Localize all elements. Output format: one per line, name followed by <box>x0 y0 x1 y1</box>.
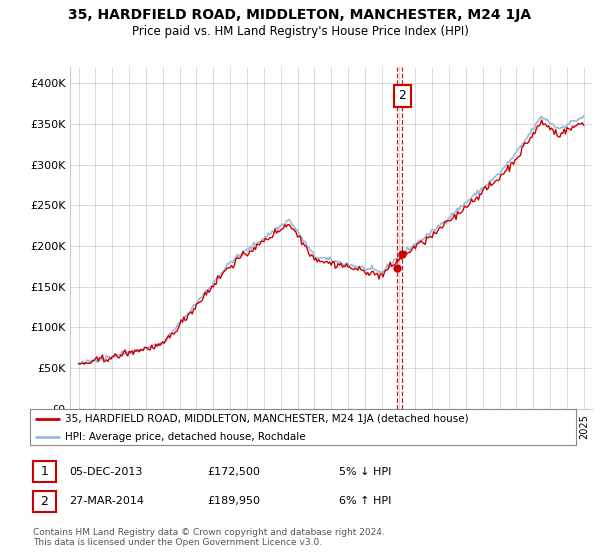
Text: 35, HARDFIELD ROAD, MIDDLETON, MANCHESTER, M24 1JA (detached house): 35, HARDFIELD ROAD, MIDDLETON, MANCHESTE… <box>65 414 469 424</box>
Text: 35, HARDFIELD ROAD, MIDDLETON, MANCHESTER, M24 1JA: 35, HARDFIELD ROAD, MIDDLETON, MANCHESTE… <box>68 8 532 22</box>
Text: £189,950: £189,950 <box>207 496 260 506</box>
Text: £172,500: £172,500 <box>207 466 260 477</box>
Text: Price paid vs. HM Land Registry's House Price Index (HPI): Price paid vs. HM Land Registry's House … <box>131 25 469 38</box>
Text: 2: 2 <box>398 89 406 102</box>
Text: HPI: Average price, detached house, Rochdale: HPI: Average price, detached house, Roch… <box>65 432 306 442</box>
Text: 5% ↓ HPI: 5% ↓ HPI <box>339 466 391 477</box>
Text: Contains HM Land Registry data © Crown copyright and database right 2024.
This d: Contains HM Land Registry data © Crown c… <box>33 528 385 548</box>
Text: 27-MAR-2014: 27-MAR-2014 <box>69 496 144 506</box>
Text: 6% ↑ HPI: 6% ↑ HPI <box>339 496 391 506</box>
Text: 1: 1 <box>40 465 49 478</box>
Text: 2: 2 <box>40 494 49 508</box>
Text: 05-DEC-2013: 05-DEC-2013 <box>69 466 142 477</box>
